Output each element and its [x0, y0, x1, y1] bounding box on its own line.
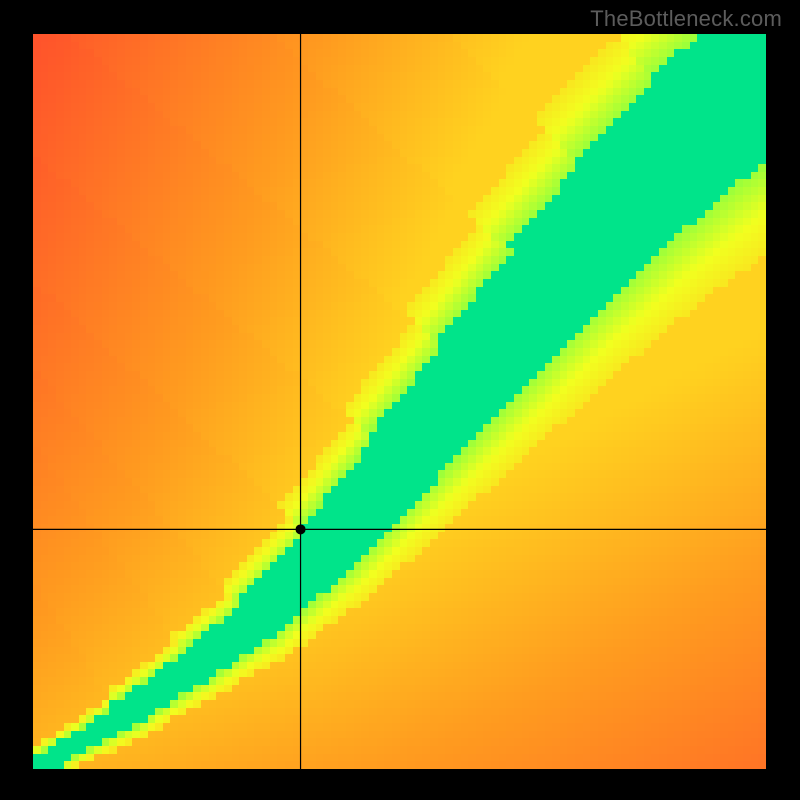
watermark-text: TheBottleneck.com	[590, 6, 782, 32]
bottleneck-heatmap	[0, 0, 800, 800]
chart-container: TheBottleneck.com	[0, 0, 800, 800]
